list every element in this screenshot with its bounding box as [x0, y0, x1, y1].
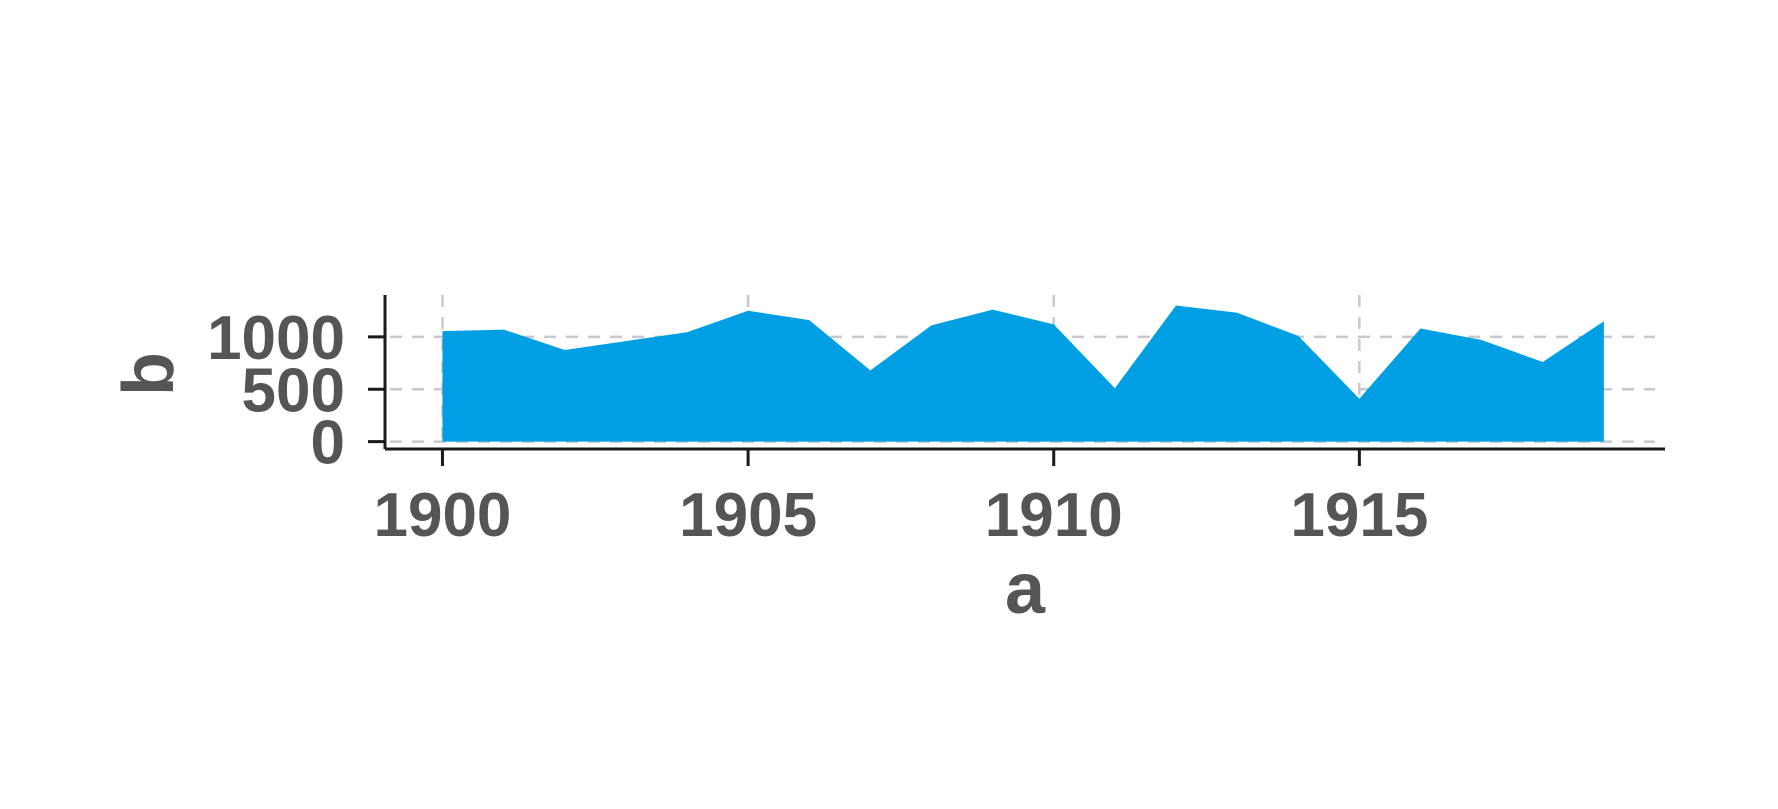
y-tick-label: 1000: [207, 304, 345, 373]
x-tick-label: 1910: [985, 481, 1123, 550]
y-tick-label: 0: [311, 409, 345, 478]
x-tick-label: 1905: [679, 481, 817, 550]
x-axis-title: a: [1005, 549, 1046, 629]
x-tick-label: 1915: [1290, 481, 1428, 550]
y-tick-label: 500: [242, 356, 345, 425]
x-ticks: 1900 1905 1910 1915: [373, 449, 1428, 550]
y-axis-title: b: [109, 352, 189, 396]
axes: [383, 295, 1665, 451]
area-series-fill: [442, 305, 1604, 442]
area-series: [442, 305, 1604, 442]
x-tick-label: 1900: [373, 481, 511, 550]
